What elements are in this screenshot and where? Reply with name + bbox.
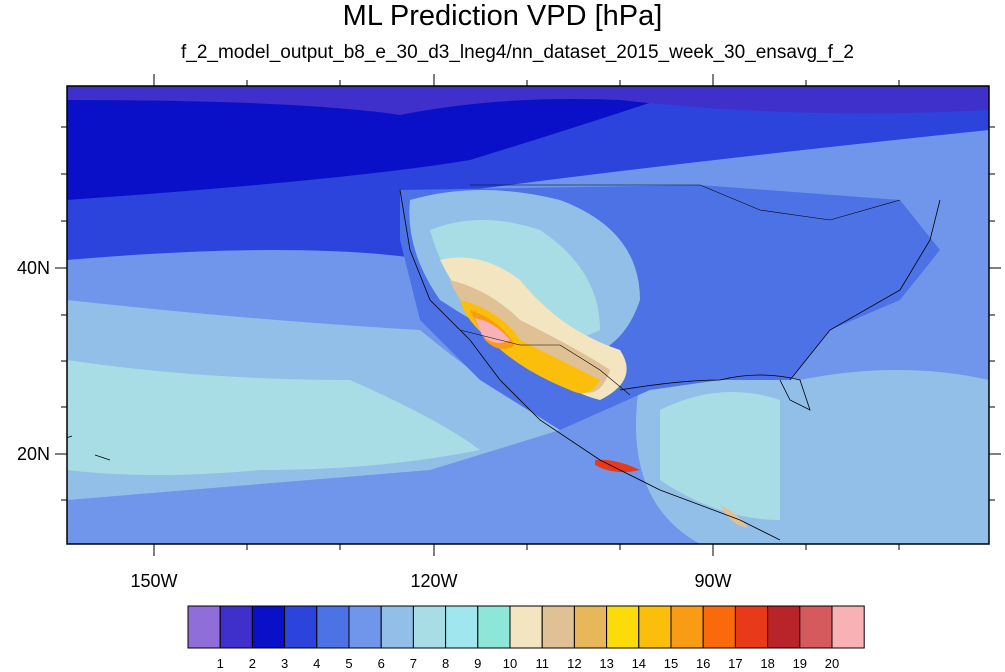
lon-label: 90W xyxy=(694,571,732,591)
colorbar xyxy=(187,605,865,649)
colorbar-swatch xyxy=(734,605,769,649)
colorbar-swatch xyxy=(187,605,221,649)
east-coastline xyxy=(789,199,941,381)
colorbar-label: 12 xyxy=(567,656,582,671)
colorbar-swatch xyxy=(767,605,801,649)
colorbar-swatch xyxy=(251,605,286,649)
lon-label: 150W xyxy=(130,571,178,591)
colorbar-label: 3 xyxy=(280,656,289,671)
colorbar-swatch xyxy=(799,605,833,649)
colorbar-label: 17 xyxy=(728,656,743,671)
colorbar-label: 13 xyxy=(599,656,614,671)
colorbar-swatch xyxy=(509,605,543,649)
west-coastline xyxy=(399,189,781,541)
hawaii-coastline xyxy=(67,435,111,461)
colorbar-swatch xyxy=(477,605,511,649)
field-band-12 xyxy=(450,280,610,393)
colorbar-label: 16 xyxy=(695,656,711,671)
field-band-3 xyxy=(67,86,700,200)
field-band-8-west xyxy=(67,360,480,475)
colorbar-label: 18 xyxy=(760,656,775,671)
field-band-12-central-america xyxy=(720,505,748,528)
colorbar-label: 4 xyxy=(313,656,321,671)
field-band-2 xyxy=(67,86,989,115)
colorbar-label: 15 xyxy=(663,656,679,671)
colorbar-swatch xyxy=(702,605,736,649)
colorbar-swatch xyxy=(219,605,253,649)
field-band-8-east xyxy=(660,392,780,520)
colorbar-label: 11 xyxy=(535,656,549,671)
colorbar-swatch xyxy=(412,605,447,649)
colorbar-swatch xyxy=(316,605,350,649)
lon-label: 120W xyxy=(410,571,458,591)
colorbar-swatch xyxy=(638,605,672,649)
colorbar-swatch xyxy=(831,605,865,649)
vpd-field xyxy=(67,86,989,544)
map-ticks xyxy=(55,74,1001,556)
gulf-coastline xyxy=(619,374,811,411)
colorbar-label: 14 xyxy=(631,656,647,671)
colorbar-label: 8 xyxy=(441,656,450,671)
colorbar-label: 9 xyxy=(474,656,482,671)
colorbar-label: 20 xyxy=(824,656,840,671)
colorbar-label: 2 xyxy=(248,656,256,671)
colorbar-label: 5 xyxy=(345,656,353,671)
canada-border xyxy=(470,184,901,221)
mexico-border xyxy=(459,329,631,396)
colorbar-swatch xyxy=(606,605,640,649)
colorbar-swatch xyxy=(541,605,575,649)
colorbar-label: 6 xyxy=(377,656,385,671)
colorbar-swatch xyxy=(445,605,479,649)
colorbar-label: 19 xyxy=(792,656,808,671)
colorbar-swatch xyxy=(573,605,608,649)
map-title: ML Prediction VPD [hPa] xyxy=(342,0,663,32)
colorbar-label: 7 xyxy=(409,656,417,671)
lat-label: 40N xyxy=(16,258,50,278)
colorbar-label: 1 xyxy=(216,656,224,671)
colorbar-swatch xyxy=(284,605,318,649)
field-band-6-south xyxy=(67,470,560,544)
colorbar-swatch xyxy=(670,605,704,649)
lat-label: 20N xyxy=(16,444,50,464)
colorbar-swatch xyxy=(348,605,382,649)
field-band-20 xyxy=(475,318,510,344)
colorbar-label: 10 xyxy=(502,656,518,671)
map-subtitle: f_2_model_output_b8_e_30_d3_lneg4/nn_dat… xyxy=(181,42,854,63)
colorbar-swatch xyxy=(380,605,414,649)
